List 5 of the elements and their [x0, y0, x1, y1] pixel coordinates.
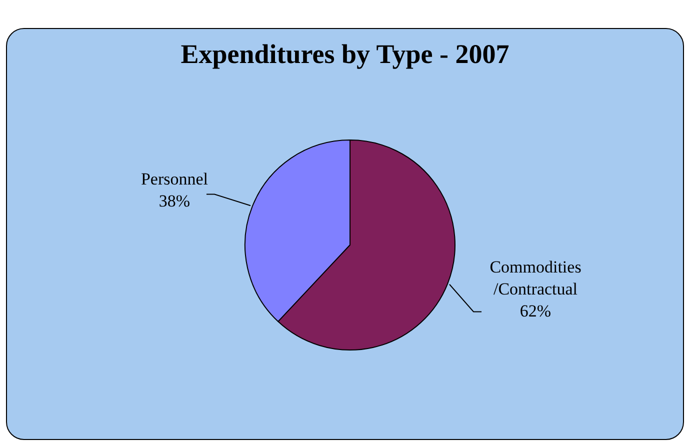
data-label: 62% — [520, 302, 552, 321]
slice-label: Personnel — [140, 169, 208, 188]
data-label: 38% — [158, 191, 190, 210]
chart-title: Expenditures by Type - 2007 — [180, 39, 510, 70]
slice-label: Commodities /Contractual — [490, 258, 582, 299]
